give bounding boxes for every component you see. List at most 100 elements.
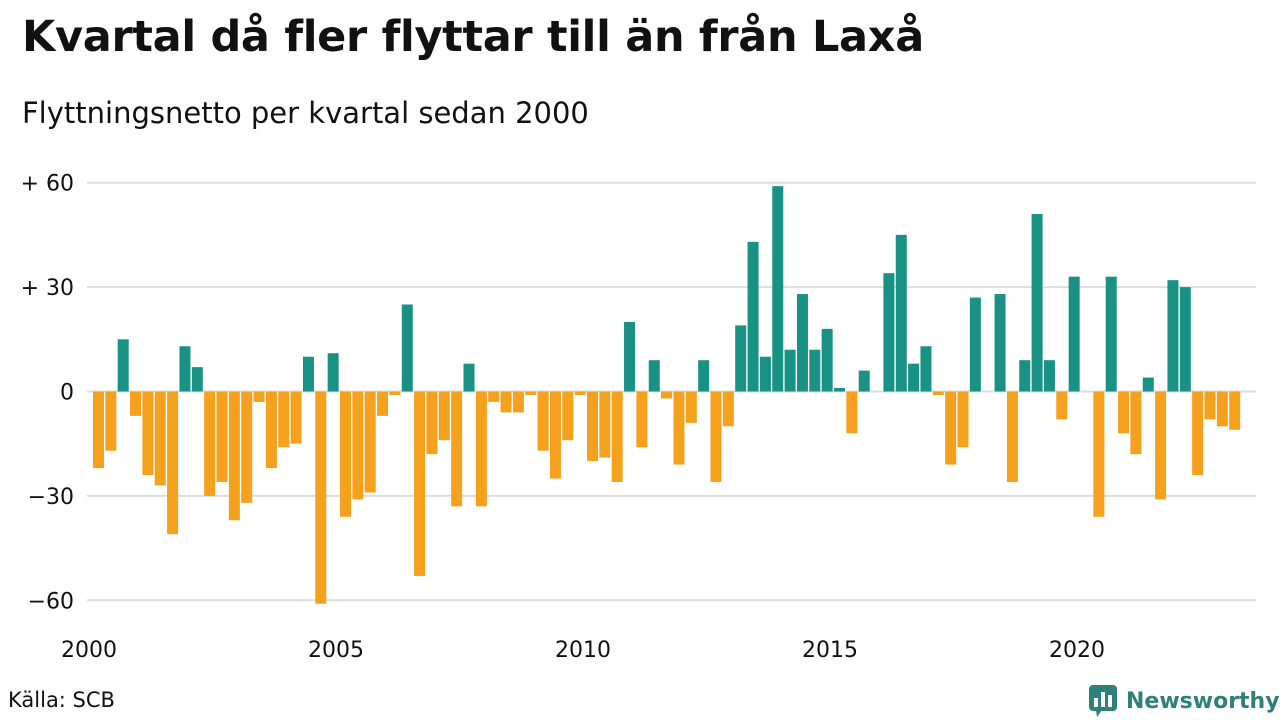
bar — [895, 234, 907, 392]
bar — [796, 294, 808, 392]
x-axis-labels: 2000 2005 2010 2015 2020 — [61, 638, 1105, 663]
bar — [290, 391, 302, 444]
bar — [401, 304, 413, 392]
bar — [834, 388, 845, 392]
bar — [969, 297, 981, 392]
bar — [648, 360, 660, 392]
bar — [858, 370, 870, 392]
bar — [1031, 214, 1043, 392]
x-tick-label: 2010 — [555, 638, 611, 663]
bar — [352, 391, 364, 500]
bar — [327, 353, 339, 392]
bar — [451, 391, 463, 507]
bar — [685, 391, 697, 423]
bar — [722, 391, 734, 427]
bar — [574, 391, 586, 395]
bar — [228, 391, 240, 521]
bar — [216, 391, 228, 482]
y-tick-label: −60 — [28, 589, 74, 614]
bar — [1118, 391, 1130, 434]
bar — [488, 391, 500, 402]
bar — [784, 349, 796, 392]
bar — [636, 391, 648, 448]
bar — [475, 391, 487, 507]
bar — [624, 321, 636, 392]
bar — [599, 391, 611, 458]
bar — [377, 391, 389, 416]
bar — [463, 363, 475, 392]
bar — [661, 391, 673, 399]
bar — [1068, 276, 1080, 392]
bar — [537, 391, 549, 451]
x-tick-label: 2020 — [1049, 638, 1105, 663]
y-tick-label: 0 — [60, 381, 74, 406]
bar — [1142, 377, 1154, 392]
bar — [772, 186, 784, 392]
bar — [673, 391, 685, 465]
bar — [1155, 391, 1167, 500]
bar — [549, 391, 561, 479]
bar — [883, 273, 895, 392]
bar — [1192, 391, 1204, 476]
bar — [1056, 391, 1068, 420]
bar — [364, 391, 376, 493]
bar — [512, 391, 524, 413]
bar — [142, 391, 154, 476]
bar — [698, 360, 710, 392]
bar — [1130, 391, 1142, 455]
bar — [611, 391, 623, 482]
bar — [389, 391, 401, 395]
bar — [587, 391, 598, 462]
bar — [759, 356, 771, 392]
bar — [747, 241, 759, 392]
bar — [920, 346, 932, 392]
brand-logo: Newsworthy — [1088, 684, 1280, 718]
bar — [179, 346, 191, 392]
bar — [278, 391, 290, 448]
bar — [117, 339, 129, 392]
bar — [500, 391, 512, 413]
bar — [438, 391, 450, 441]
bar — [562, 391, 574, 441]
bar — [1019, 360, 1031, 392]
bar — [945, 391, 957, 465]
bar — [1229, 391, 1241, 430]
bar — [253, 391, 265, 402]
bar — [735, 325, 747, 392]
x-tick-label: 2015 — [802, 638, 858, 663]
bar — [340, 391, 351, 517]
bar — [710, 391, 722, 482]
page-title: Kvartal då fler flyttar till än från Lax… — [22, 12, 924, 62]
x-tick-label: 2005 — [308, 638, 364, 663]
bar — [1216, 391, 1228, 427]
bar — [154, 391, 166, 486]
page-subtitle: Flyttningsnetto per kvartal sedan 2000 — [22, 96, 589, 130]
bar — [93, 391, 104, 469]
y-tick-label: + 60 — [21, 172, 74, 197]
bar — [932, 391, 944, 395]
y-tick-label: + 30 — [21, 276, 74, 301]
bar — [1006, 391, 1018, 482]
y-axis-labels: + 60 + 30 0 −30 −60 — [21, 172, 74, 615]
bar — [191, 367, 203, 392]
bar-chart-speech-bubble-icon — [1089, 685, 1117, 717]
bar — [809, 349, 821, 392]
bar — [994, 294, 1006, 392]
bar — [105, 391, 117, 451]
bar — [302, 356, 314, 392]
bar — [265, 391, 277, 469]
source-note: Källa: SCB — [8, 688, 115, 712]
bar — [908, 363, 920, 392]
bar — [315, 391, 327, 604]
y-tick-label: −30 — [28, 485, 74, 510]
bar — [1093, 391, 1105, 517]
bar — [1204, 391, 1216, 420]
brand-name: Newsworthy — [1126, 688, 1280, 714]
bar — [1043, 360, 1055, 392]
bar — [426, 391, 438, 455]
bar — [204, 391, 216, 496]
x-tick-label: 2000 — [61, 638, 117, 663]
bar — [414, 391, 426, 576]
bar — [1105, 276, 1117, 392]
bar — [1179, 287, 1191, 392]
